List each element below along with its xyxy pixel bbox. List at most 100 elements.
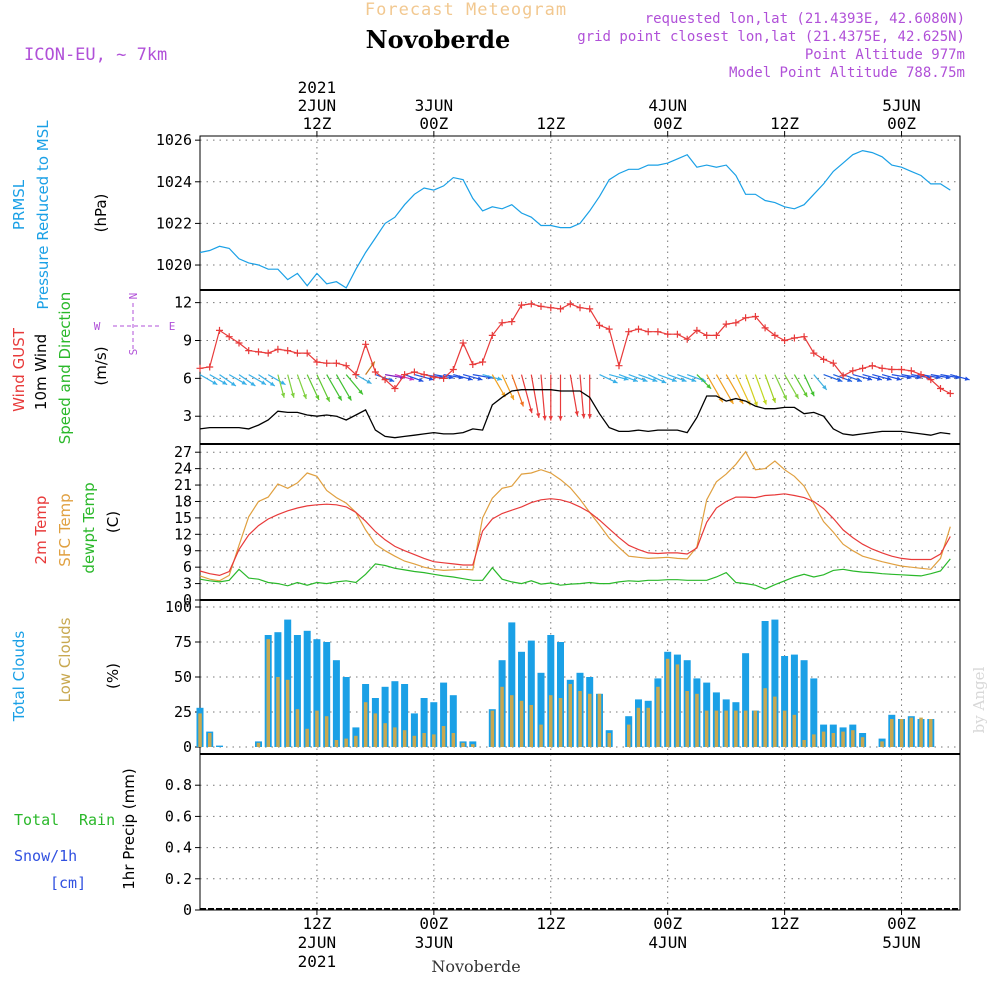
wind-gust-label: Wind GUST bbox=[10, 327, 28, 412]
low-cloud-bar bbox=[256, 742, 261, 747]
total-cloud-bar bbox=[293, 635, 301, 747]
low-cloud-bar bbox=[490, 710, 495, 747]
low-cloud-bar bbox=[588, 693, 592, 747]
wind-gust-marker bbox=[917, 371, 925, 379]
wind-arrow-head bbox=[771, 397, 776, 403]
wind-gust-marker bbox=[264, 349, 272, 357]
wind-arrow-head bbox=[280, 380, 286, 385]
wind-gust-marker bbox=[332, 359, 340, 367]
time-label-top: 5JUN bbox=[882, 96, 921, 115]
low-cloud-bar bbox=[529, 705, 533, 747]
time-label-top: 12Z bbox=[302, 114, 331, 133]
time-label-top: 3JUN bbox=[415, 96, 454, 115]
y-tick-label: 1026 bbox=[156, 131, 192, 149]
low-cloud-bar bbox=[792, 714, 797, 747]
low-cloud-bar bbox=[656, 686, 660, 747]
low-cloud-bar bbox=[685, 691, 689, 747]
wind-gust-marker bbox=[644, 328, 652, 336]
wind-arrow-head bbox=[867, 376, 873, 381]
y-tick-label: 1024 bbox=[156, 173, 192, 191]
wind-gust-marker bbox=[771, 331, 779, 339]
low-cloud-bar bbox=[851, 730, 855, 747]
wind-arrow-head bbox=[510, 395, 514, 400]
wind-arrow-head bbox=[325, 396, 330, 402]
low-cloud-bar bbox=[821, 731, 826, 747]
low-cloud-bar bbox=[763, 688, 767, 747]
wind-gust-marker bbox=[225, 333, 233, 341]
wind-arrow-head bbox=[803, 392, 808, 398]
wind-arrow-head bbox=[877, 376, 882, 381]
wind-speed-dir-label: Speed and Direction bbox=[56, 292, 74, 445]
wind-direction-arrow bbox=[735, 374, 751, 406]
low-cloud-bar bbox=[519, 700, 524, 747]
wind-arrow-head bbox=[497, 376, 502, 381]
total-cloud-bar bbox=[771, 619, 779, 747]
wind-arrow-head bbox=[886, 376, 892, 381]
wind-gust-marker bbox=[313, 358, 321, 366]
wind-arrow-head bbox=[261, 380, 266, 385]
low-cloud-bar bbox=[607, 733, 611, 747]
wind-direction-arrow bbox=[569, 374, 579, 417]
wind-gust-marker bbox=[459, 339, 467, 347]
wind-direction-arrow bbox=[745, 374, 758, 407]
wind-gust-marker bbox=[732, 319, 740, 327]
wind-arrow-head bbox=[822, 385, 827, 390]
low-cloud-bar bbox=[451, 733, 456, 747]
time-label-bottom: 4JUN bbox=[648, 933, 687, 952]
wind-gust-marker bbox=[371, 368, 379, 376]
wind-arrow-head bbox=[581, 413, 586, 419]
product-title: Forecast Meteogram bbox=[365, 0, 567, 20]
low-cloud-bar bbox=[724, 710, 728, 747]
y-tick-label: 0 bbox=[183, 738, 192, 756]
low-cloud-bar bbox=[393, 727, 397, 747]
wind-direction-arrow bbox=[520, 374, 533, 414]
wind-arrow-head bbox=[315, 395, 320, 400]
y-tick-label: 100 bbox=[165, 598, 192, 616]
total-cloud-bar bbox=[391, 681, 399, 747]
wind-gust-marker bbox=[800, 333, 808, 341]
wind-gust-marker bbox=[946, 390, 954, 397]
wind-gust-marker bbox=[284, 347, 292, 355]
wind-gust-marker bbox=[527, 300, 535, 308]
precip-total-label: Total bbox=[14, 811, 59, 829]
wind-gust-marker bbox=[907, 367, 915, 375]
wind-arrow-head bbox=[762, 399, 767, 405]
low-cloud-bar bbox=[753, 710, 758, 747]
time-label-bottom: 12Z bbox=[302, 914, 331, 933]
time-label-bottom: 2JUN bbox=[298, 933, 337, 952]
wind-gust-marker bbox=[216, 326, 223, 334]
wind-arrow-head bbox=[632, 377, 638, 382]
low-cloud-bar bbox=[539, 724, 543, 747]
sfc-temp-line bbox=[199, 450, 951, 582]
low-cloud-bar bbox=[324, 716, 329, 747]
wind-arrow-head bbox=[212, 380, 218, 385]
total-cloud-bar bbox=[313, 639, 321, 747]
watermark: by Angel bbox=[970, 666, 988, 733]
temp-sfc-label: SFC Temp bbox=[56, 493, 74, 566]
wind-arrow-head bbox=[661, 379, 667, 384]
y-tick-label: 12 bbox=[174, 525, 192, 543]
wind-direction-arrow bbox=[764, 374, 776, 404]
wind-gust-marker bbox=[235, 339, 243, 347]
wind-arrow-head bbox=[302, 394, 307, 399]
low-cloud-bar bbox=[646, 707, 650, 747]
wind-gust-marker bbox=[615, 362, 623, 370]
wind-arrow-head bbox=[428, 376, 434, 381]
low-cloud-bar bbox=[549, 695, 553, 747]
clouds-unit-label: (%) bbox=[104, 663, 122, 689]
low-cloud-bar bbox=[880, 741, 884, 747]
compass-w: W bbox=[94, 320, 101, 333]
wind-gust-marker bbox=[323, 359, 331, 367]
wind-gust-marker bbox=[381, 376, 389, 384]
y-tick-label: 12 bbox=[174, 294, 192, 312]
wind-arrow-head bbox=[782, 395, 787, 400]
total-cloud-bar bbox=[547, 635, 555, 747]
total-cloud-bar bbox=[761, 621, 769, 747]
wind-gust-marker bbox=[342, 362, 350, 370]
pressure-label-prmsl: PRMSL bbox=[10, 179, 28, 230]
low-cloud-bar bbox=[665, 658, 670, 747]
time-label-bottom: 00Z bbox=[419, 914, 448, 933]
wind-arrow-head bbox=[418, 377, 424, 382]
wind-gust-marker bbox=[547, 304, 555, 312]
wind-direction-arrow bbox=[540, 374, 546, 421]
